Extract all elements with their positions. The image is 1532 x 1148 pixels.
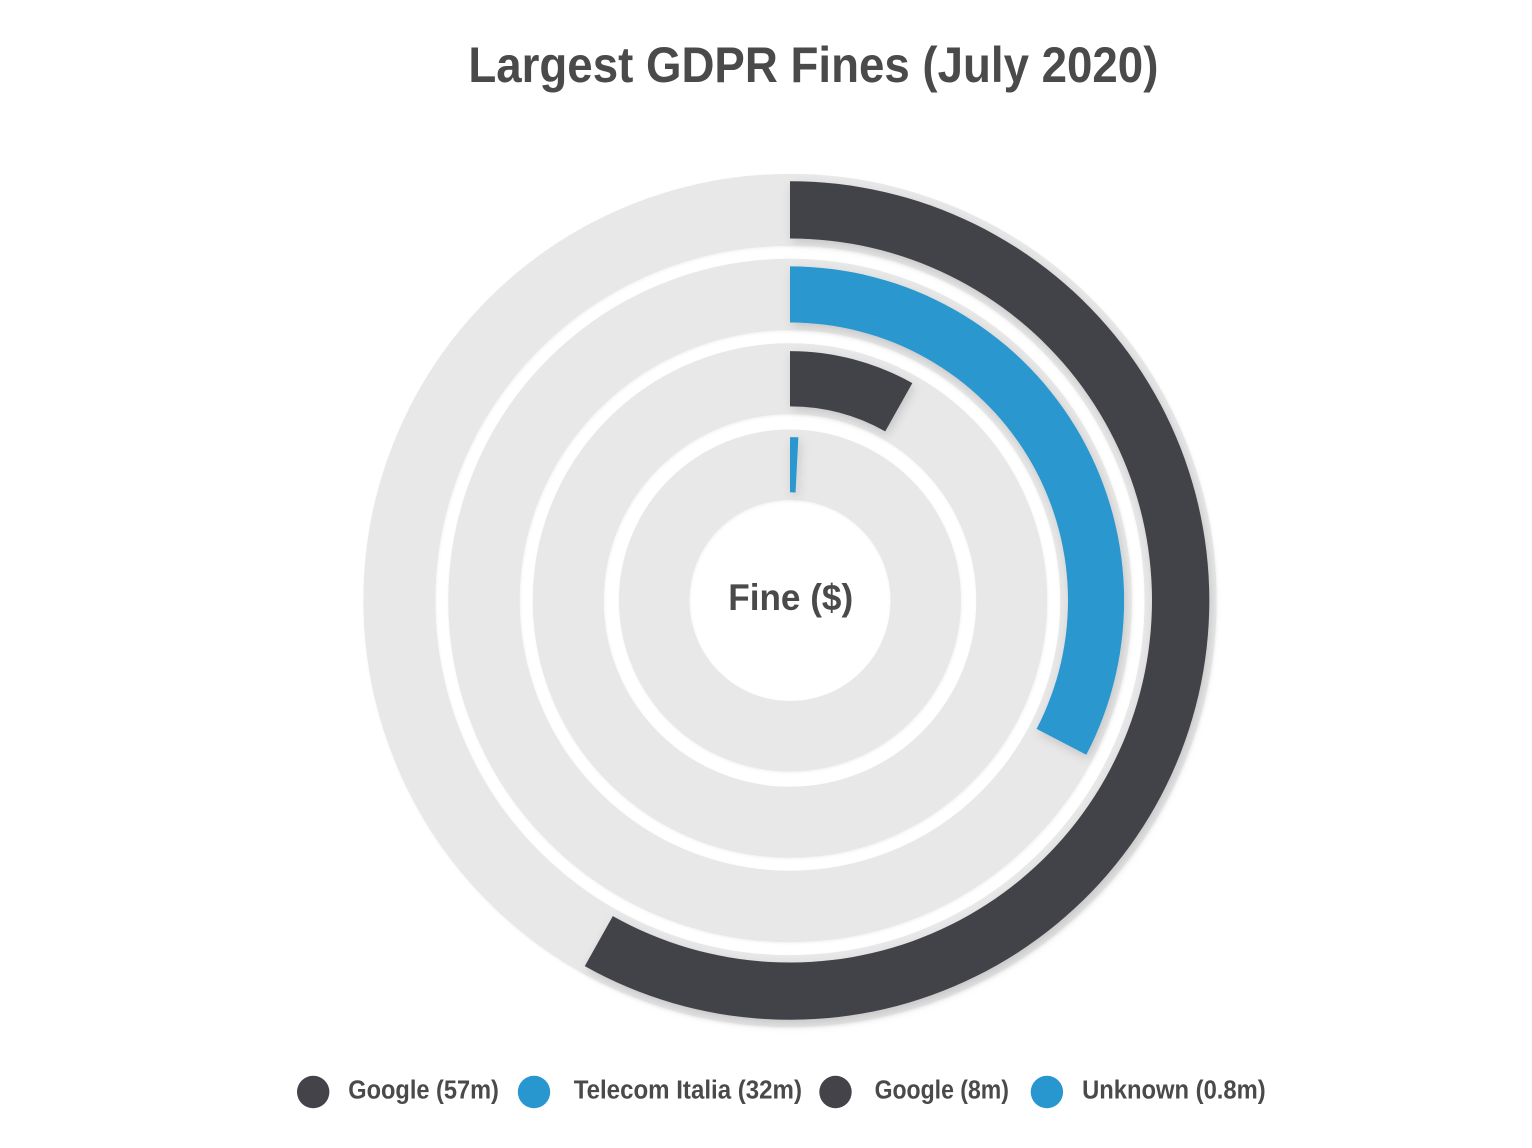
svg-text:Largest GDPR Fines (July 2020): Largest GDPR Fines (July 2020) [468,37,1158,93]
svg-text:Google (8m): Google (8m) [875,1076,1009,1104]
svg-text:Fine ($): Fine ($) [728,577,853,618]
svg-text:Google (57m): Google (57m) [348,1076,499,1104]
svg-text:Unknown (0.8m): Unknown (0.8m) [1082,1076,1266,1104]
svg-text:Telecom Italia (32m): Telecom Italia (32m) [574,1076,802,1104]
